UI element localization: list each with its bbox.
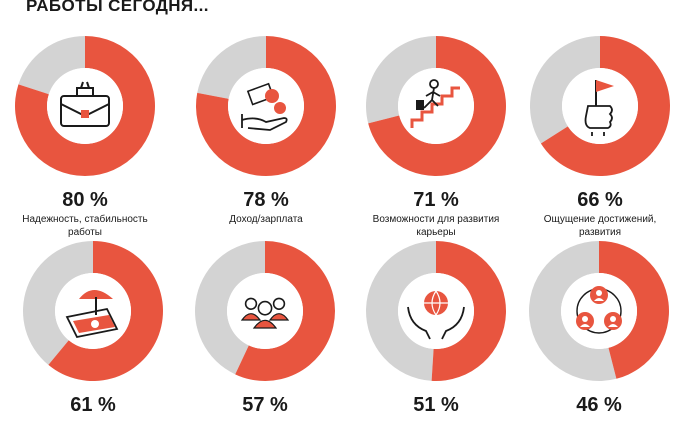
percent-value-2: 78 %: [243, 189, 289, 211]
donut-cell-7: 51 %: [351, 238, 521, 418]
donut-center-2: [228, 68, 304, 144]
donut-cell-2: 78 % Доход/зарплата: [181, 33, 351, 226]
donut-cell-6: 57 %: [180, 238, 350, 418]
donut-center-6: [227, 273, 303, 349]
donut-value-slice-6: [235, 241, 335, 381]
donut-chart-6: [195, 241, 335, 381]
donut-chart-4: [530, 36, 670, 177]
donut-value-slice-1: [14, 36, 155, 176]
donut-chart-3: [366, 36, 506, 176]
category-label-1: Надежность, стабильность работы: [22, 214, 148, 238]
donut-remainder-4: [530, 36, 600, 144]
donut-chart-2: [196, 36, 336, 176]
donut-remainder-3: [366, 36, 436, 124]
donut-value-slice-8: [599, 241, 670, 379]
donut-center-8: [561, 273, 637, 349]
donut-remainder-6: [195, 241, 265, 375]
donut-remainder-7: [365, 241, 436, 381]
percent-value-5: 61 %: [70, 394, 116, 416]
category-label-3: Возможности для развития карьеры: [372, 214, 500, 238]
percent-value-7: 51 %: [413, 394, 459, 416]
donut-chart-8: [529, 241, 670, 381]
donut-cell-3: 71 % Возможности для развития карьеры: [351, 33, 521, 239]
percent-value-8: 46 %: [576, 394, 622, 416]
donut-value-slice-3: [368, 36, 506, 176]
donut-remainder-5: [22, 241, 93, 365]
donut-center-4: [562, 68, 638, 144]
donut-center-7: [398, 273, 474, 349]
donut-remainder-1: [18, 36, 85, 95]
donut-cell-5: 61 %: [8, 238, 178, 418]
donut-center-5: [55, 273, 131, 349]
donut-cell-8: 46 %: [514, 238, 684, 418]
percent-value-6: 57 %: [242, 394, 288, 416]
donut-center-1: [47, 68, 123, 144]
donut-chart-1: [14, 36, 155, 176]
donut-chart-7: [365, 241, 506, 381]
donut-chart-5: [22, 241, 164, 381]
category-label-2: Доход/зарплата: [229, 214, 303, 225]
header-title: РАБОТЫ СЕГОДНЯ...: [26, 0, 209, 15]
donut-cell-1: 80 % Надежность, стабильность работы: [0, 33, 170, 239]
donut-value-slice-4: [540, 36, 670, 177]
donut-remainder-2: [197, 36, 266, 99]
category-label-4: Ощущение достижений, развития: [543, 214, 657, 238]
donut-value-slice-7: [431, 241, 506, 381]
percent-value-3: 71 %: [413, 189, 459, 211]
donut-value-slice-5: [48, 241, 164, 381]
donut-value-slice-2: [196, 36, 336, 176]
donut-cell-4: 66 % Ощущение достижений, развития: [515, 33, 685, 239]
percent-value-4: 66 %: [577, 189, 623, 211]
percent-value-1: 80 %: [62, 189, 108, 211]
donut-remainder-8: [529, 241, 617, 381]
donut-center-3: [398, 68, 474, 144]
